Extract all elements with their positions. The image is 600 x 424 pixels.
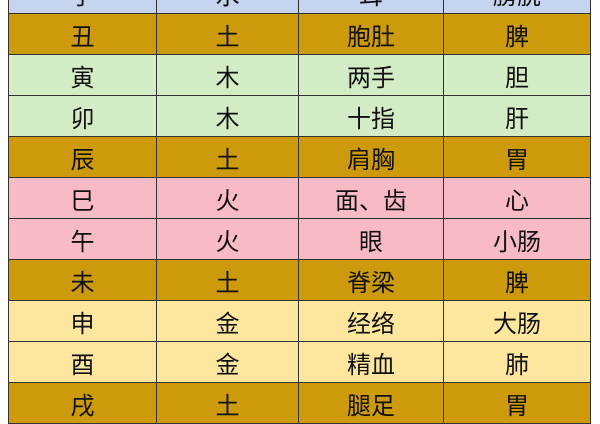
body-part-cell: 两手 <box>298 54 444 96</box>
organ-cell: 脾 <box>443 13 591 55</box>
body-part-cell: 胞肚 <box>298 13 444 55</box>
table-row: 寅木两手胆 <box>8 54 591 96</box>
element-cell: 金 <box>156 341 299 383</box>
organ-cell: 肝 <box>443 95 591 137</box>
table-row: 申金经络 大肠 <box>8 300 591 342</box>
body-part-cell: 精血 <box>298 341 444 383</box>
branch-cell: 申 <box>8 300 157 342</box>
table-row: 巳火面、齿心 <box>8 177 591 219</box>
branch-cell: 卯 <box>8 95 157 137</box>
table-row: 辰土肩胸胃 <box>8 136 591 178</box>
table-row: 戌土腿足胃 <box>8 382 591 424</box>
body-part-cell: 耳 <box>298 0 444 14</box>
element-cell: 金 <box>156 300 299 342</box>
branch-table: 子水耳膀胱丑土胞肚脾寅木两手胆卯木十指肝辰土肩胸胃巳火面、齿心午火眼小肠未土脊梁… <box>8 0 591 424</box>
element-cell: 土 <box>156 259 299 301</box>
branch-cell: 子 <box>8 0 157 14</box>
body-part-cell: 经络 <box>298 300 444 342</box>
body-part-cell: 脊梁 <box>298 259 444 301</box>
branch-cell: 午 <box>8 218 157 260</box>
element-cell: 水 <box>156 0 299 14</box>
table-row: 酉金精血肺 <box>8 341 591 383</box>
table-row: 午火眼小肠 <box>8 218 591 260</box>
branch-cell: 戌 <box>8 382 157 424</box>
element-cell: 土 <box>156 136 299 178</box>
organ-cell: 胃 <box>443 136 591 178</box>
organ-cell: 大肠 <box>443 300 591 342</box>
table-row: 子水耳膀胱 <box>8 0 591 14</box>
branch-cell: 丑 <box>8 13 157 55</box>
table-row: 未土脊梁脾 <box>8 259 591 301</box>
element-cell: 火 <box>156 218 299 260</box>
body-part-cell: 眼 <box>298 218 444 260</box>
organ-cell: 心 <box>443 177 591 219</box>
body-part-cell: 面、齿 <box>298 177 444 219</box>
branch-cell: 未 <box>8 259 157 301</box>
table-row: 卯木十指肝 <box>8 95 591 137</box>
organ-cell: 小肠 <box>443 218 591 260</box>
element-cell: 土 <box>156 382 299 424</box>
element-cell: 木 <box>156 54 299 96</box>
branch-cell: 酉 <box>8 341 157 383</box>
table-row: 丑土胞肚脾 <box>8 13 591 55</box>
body-part-cell: 十指 <box>298 95 444 137</box>
element-cell: 火 <box>156 177 299 219</box>
organ-cell: 膀胱 <box>443 0 591 14</box>
body-part-cell: 腿足 <box>298 382 444 424</box>
element-cell: 木 <box>156 95 299 137</box>
organ-cell: 肺 <box>443 341 591 383</box>
branch-cell: 巳 <box>8 177 157 219</box>
organ-cell: 胆 <box>443 54 591 96</box>
branch-cell: 辰 <box>8 136 157 178</box>
branch-cell: 寅 <box>8 54 157 96</box>
element-cell: 土 <box>156 13 299 55</box>
organ-cell: 脾 <box>443 259 591 301</box>
body-part-cell: 肩胸 <box>298 136 444 178</box>
organ-cell: 胃 <box>443 382 591 424</box>
